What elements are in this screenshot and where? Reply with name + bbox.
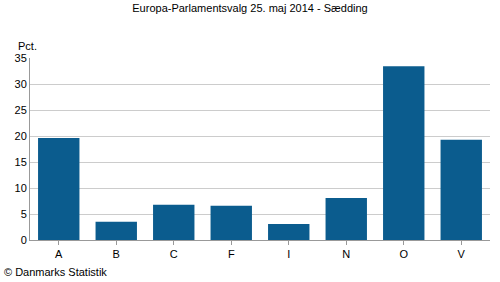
svg-text:B: B	[113, 248, 120, 260]
svg-text:F: F	[228, 248, 235, 260]
svg-text:O: O	[399, 248, 408, 260]
svg-text:V: V	[458, 248, 466, 260]
svg-text:0: 0	[21, 234, 27, 246]
svg-text:30: 30	[15, 78, 27, 90]
svg-text:35: 35	[15, 52, 27, 64]
svg-text:C: C	[170, 248, 178, 260]
svg-text:I: I	[287, 248, 290, 260]
svg-text:N: N	[342, 248, 350, 260]
svg-text:10: 10	[15, 182, 27, 194]
svg-text:Europa-Parlamentsvalg 25. maj: Europa-Parlamentsvalg 25. maj 2014 - Sæd…	[132, 2, 367, 14]
svg-text:20: 20	[15, 130, 27, 142]
svg-text:15: 15	[15, 156, 27, 168]
svg-text:25: 25	[15, 104, 27, 116]
svg-text:5: 5	[21, 208, 27, 220]
svg-text:Pct.: Pct.	[18, 40, 37, 52]
svg-text:© Danmarks Statistik: © Danmarks Statistik	[4, 266, 107, 278]
svg-text:A: A	[55, 248, 63, 260]
